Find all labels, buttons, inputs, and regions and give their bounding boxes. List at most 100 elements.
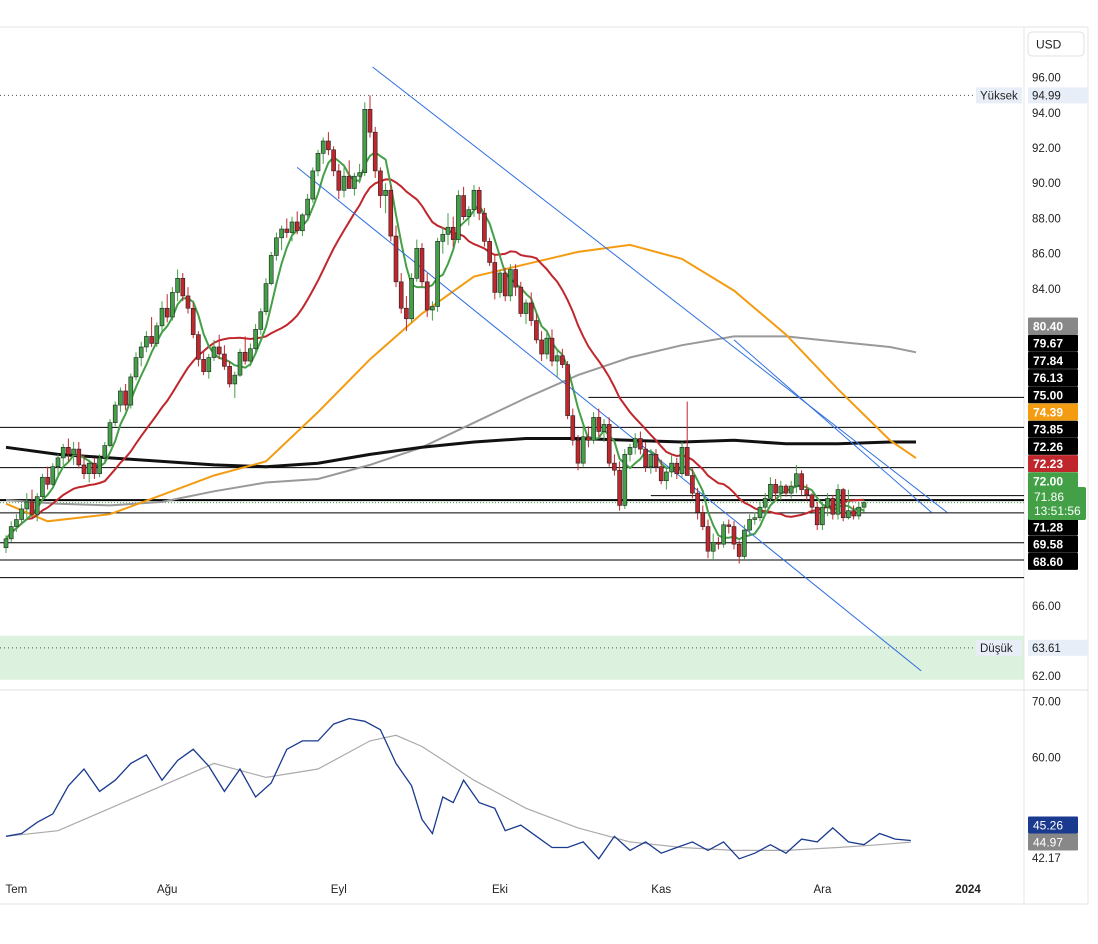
candle[interactable] xyxy=(154,322,160,347)
candle[interactable] xyxy=(320,137,326,164)
candle[interactable] xyxy=(331,146,336,177)
candle[interactable] xyxy=(466,206,472,226)
candle[interactable] xyxy=(534,313,539,344)
candle[interactable] xyxy=(279,225,284,251)
candle[interactable] xyxy=(627,443,633,462)
candle[interactable] xyxy=(612,454,617,476)
candle[interactable] xyxy=(445,213,451,245)
candle[interactable] xyxy=(726,519,732,534)
candle[interactable] xyxy=(492,255,498,300)
candle[interactable] xyxy=(518,281,524,318)
candle[interactable] xyxy=(560,348,565,369)
candle[interactable] xyxy=(284,218,290,238)
candle[interactable] xyxy=(580,424,586,467)
candle[interactable] xyxy=(289,216,295,242)
candle[interactable] xyxy=(825,493,830,516)
candle[interactable] xyxy=(539,331,544,362)
candle[interactable] xyxy=(357,163,362,184)
candle[interactable] xyxy=(326,132,331,156)
candle[interactable] xyxy=(591,412,596,444)
candle[interactable] xyxy=(430,301,435,321)
candle[interactable] xyxy=(196,331,201,367)
candle[interactable] xyxy=(700,505,706,531)
candle[interactable] xyxy=(227,361,232,388)
candle[interactable] xyxy=(185,287,191,314)
channel-upper-line[interactable] xyxy=(372,66,948,513)
candle[interactable] xyxy=(300,213,305,237)
candle[interactable] xyxy=(648,449,654,474)
candle[interactable] xyxy=(404,295,409,332)
candle[interactable] xyxy=(684,401,690,476)
candle[interactable] xyxy=(378,167,383,208)
candle[interactable] xyxy=(830,494,836,520)
candle[interactable] xyxy=(440,227,446,254)
candle[interactable] xyxy=(315,149,321,177)
candle[interactable] xyxy=(8,521,14,543)
candle[interactable] xyxy=(679,442,685,478)
candle[interactable] xyxy=(456,190,461,244)
candle[interactable] xyxy=(149,317,154,347)
candle[interactable] xyxy=(367,95,373,138)
candle[interactable] xyxy=(528,292,534,326)
candle[interactable] xyxy=(508,264,513,302)
candle[interactable] xyxy=(742,524,747,560)
candle[interactable] xyxy=(762,493,768,515)
candle[interactable] xyxy=(513,264,518,296)
candle[interactable] xyxy=(783,484,789,497)
candle[interactable] xyxy=(856,501,862,520)
candle[interactable] xyxy=(97,454,102,478)
candle[interactable] xyxy=(710,533,716,560)
candle[interactable] xyxy=(716,537,721,550)
candle[interactable] xyxy=(305,193,310,219)
candle[interactable] xyxy=(102,442,108,464)
candle[interactable] xyxy=(809,493,815,513)
candle[interactable] xyxy=(190,302,196,339)
candle[interactable] xyxy=(638,431,643,455)
candle[interactable] xyxy=(414,239,420,282)
candle[interactable] xyxy=(263,278,269,316)
candle[interactable] xyxy=(575,435,581,471)
candle[interactable] xyxy=(206,354,212,379)
candle[interactable] xyxy=(419,243,425,288)
candle[interactable] xyxy=(840,487,846,522)
candle[interactable] xyxy=(14,514,19,532)
candle[interactable] xyxy=(362,102,368,177)
candle[interactable] xyxy=(669,454,674,478)
candle[interactable] xyxy=(851,505,856,520)
candle[interactable] xyxy=(201,350,206,376)
candle[interactable] xyxy=(170,287,175,321)
trend-extension-line[interactable] xyxy=(733,339,932,513)
candle[interactable] xyxy=(461,186,466,221)
candle[interactable] xyxy=(523,299,529,325)
candle[interactable] xyxy=(55,454,61,476)
candle[interactable] xyxy=(409,273,414,323)
candle[interactable] xyxy=(341,167,347,198)
candle[interactable] xyxy=(66,438,71,462)
candle[interactable] xyxy=(383,183,388,214)
candle[interactable] xyxy=(570,408,576,446)
candle[interactable] xyxy=(107,419,113,448)
candle[interactable] xyxy=(180,273,186,302)
candle[interactable] xyxy=(476,186,482,221)
candle[interactable] xyxy=(586,426,591,448)
candle[interactable] xyxy=(242,336,248,365)
candle[interactable] xyxy=(773,479,778,501)
candle[interactable] xyxy=(128,373,134,409)
candle[interactable] xyxy=(29,489,35,520)
candle[interactable] xyxy=(216,334,222,360)
candle[interactable] xyxy=(34,493,40,522)
candle[interactable] xyxy=(861,500,867,513)
candle[interactable] xyxy=(736,540,742,564)
candle[interactable] xyxy=(222,345,227,370)
candle[interactable] xyxy=(788,480,794,499)
candle[interactable] xyxy=(658,459,664,485)
currency-button[interactable]: USD xyxy=(1027,31,1085,57)
candle[interactable] xyxy=(123,383,128,411)
candle[interactable] xyxy=(50,463,56,488)
candle[interactable] xyxy=(664,466,669,490)
candle[interactable] xyxy=(502,267,508,302)
candle[interactable] xyxy=(346,160,352,189)
candle[interactable] xyxy=(398,273,404,314)
